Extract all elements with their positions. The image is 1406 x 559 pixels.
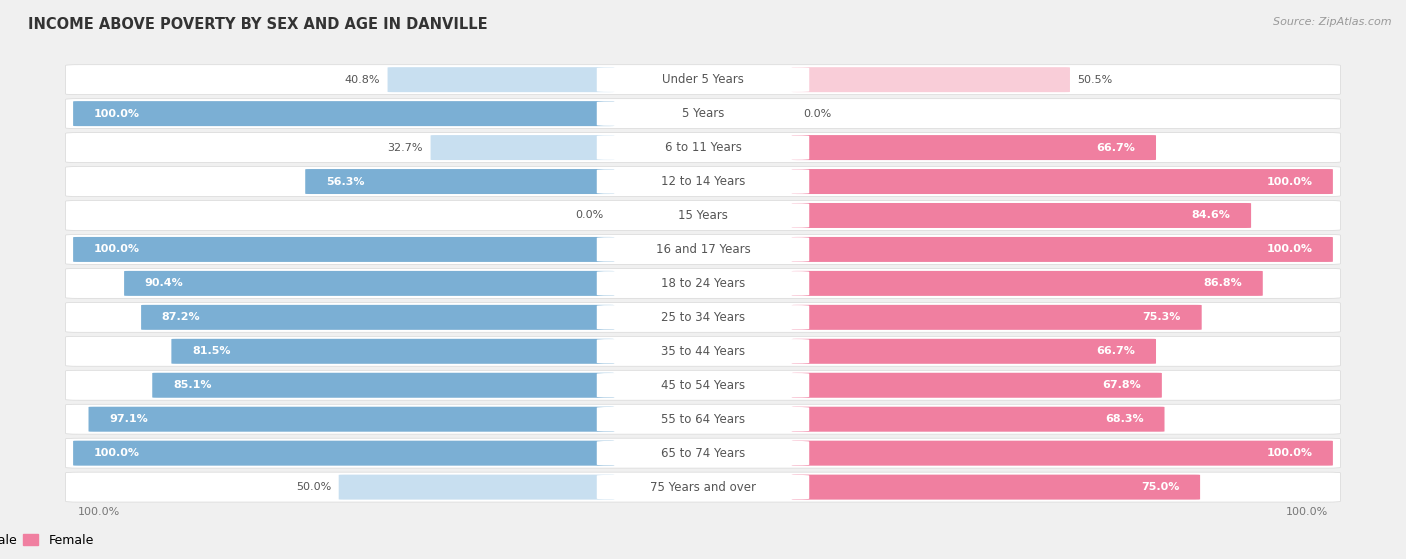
Text: 100.0%: 100.0% [1285, 506, 1327, 517]
FancyBboxPatch shape [596, 135, 810, 160]
FancyBboxPatch shape [66, 201, 1340, 230]
FancyBboxPatch shape [66, 99, 1340, 129]
Text: 67.8%: 67.8% [1102, 380, 1142, 390]
Text: 100.0%: 100.0% [1267, 177, 1312, 187]
FancyBboxPatch shape [66, 132, 1340, 163]
Text: 100.0%: 100.0% [1267, 448, 1312, 458]
FancyBboxPatch shape [66, 302, 1340, 332]
FancyBboxPatch shape [66, 438, 1340, 468]
Text: 100.0%: 100.0% [79, 506, 121, 517]
Text: 16 and 17 Years: 16 and 17 Years [655, 243, 751, 256]
FancyBboxPatch shape [66, 268, 1340, 299]
Text: 66.7%: 66.7% [1097, 143, 1136, 153]
FancyBboxPatch shape [596, 407, 810, 432]
FancyBboxPatch shape [152, 373, 614, 398]
FancyBboxPatch shape [792, 475, 1201, 500]
FancyBboxPatch shape [792, 203, 1251, 228]
FancyBboxPatch shape [792, 440, 1333, 466]
Text: 0.0%: 0.0% [803, 108, 831, 119]
Text: 81.5%: 81.5% [193, 346, 231, 356]
FancyBboxPatch shape [339, 475, 614, 500]
FancyBboxPatch shape [305, 169, 614, 194]
Text: 75 Years and over: 75 Years and over [650, 481, 756, 494]
FancyBboxPatch shape [66, 472, 1340, 502]
FancyBboxPatch shape [792, 271, 1263, 296]
FancyBboxPatch shape [66, 234, 1340, 264]
FancyBboxPatch shape [73, 237, 614, 262]
Text: 40.8%: 40.8% [344, 75, 380, 84]
Text: 15 Years: 15 Years [678, 209, 728, 222]
Text: 90.4%: 90.4% [145, 278, 183, 288]
FancyBboxPatch shape [596, 271, 810, 296]
FancyBboxPatch shape [792, 237, 1333, 262]
FancyBboxPatch shape [596, 305, 810, 330]
FancyBboxPatch shape [792, 169, 1333, 194]
FancyBboxPatch shape [596, 237, 810, 262]
Text: 50.5%: 50.5% [1077, 75, 1112, 84]
Text: 100.0%: 100.0% [94, 448, 139, 458]
Text: 18 to 24 Years: 18 to 24 Years [661, 277, 745, 290]
FancyBboxPatch shape [596, 475, 810, 499]
FancyBboxPatch shape [792, 407, 1164, 432]
FancyBboxPatch shape [596, 339, 810, 363]
FancyBboxPatch shape [792, 67, 1070, 92]
Text: 97.1%: 97.1% [110, 414, 148, 424]
Text: 84.6%: 84.6% [1192, 211, 1230, 220]
Text: 100.0%: 100.0% [94, 244, 139, 254]
FancyBboxPatch shape [596, 441, 810, 466]
Text: 12 to 14 Years: 12 to 14 Years [661, 175, 745, 188]
Text: 35 to 44 Years: 35 to 44 Years [661, 345, 745, 358]
Text: 50.0%: 50.0% [295, 482, 332, 492]
FancyBboxPatch shape [792, 135, 1156, 160]
FancyBboxPatch shape [388, 67, 614, 92]
Text: Source: ZipAtlas.com: Source: ZipAtlas.com [1274, 17, 1392, 27]
Text: 45 to 54 Years: 45 to 54 Years [661, 379, 745, 392]
Text: 5 Years: 5 Years [682, 107, 724, 120]
FancyBboxPatch shape [73, 440, 614, 466]
FancyBboxPatch shape [596, 101, 810, 126]
FancyBboxPatch shape [596, 169, 810, 194]
FancyBboxPatch shape [172, 339, 614, 364]
FancyBboxPatch shape [66, 370, 1340, 400]
Text: 55 to 64 Years: 55 to 64 Years [661, 413, 745, 426]
Text: 75.0%: 75.0% [1142, 482, 1180, 492]
Text: 75.3%: 75.3% [1143, 312, 1181, 323]
Text: 68.3%: 68.3% [1105, 414, 1144, 424]
Text: 0.0%: 0.0% [575, 211, 603, 220]
Text: 25 to 34 Years: 25 to 34 Years [661, 311, 745, 324]
FancyBboxPatch shape [596, 203, 810, 228]
Text: 6 to 11 Years: 6 to 11 Years [665, 141, 741, 154]
Text: Under 5 Years: Under 5 Years [662, 73, 744, 86]
Text: 32.7%: 32.7% [388, 143, 423, 153]
FancyBboxPatch shape [792, 305, 1202, 330]
Text: 66.7%: 66.7% [1097, 346, 1136, 356]
FancyBboxPatch shape [66, 404, 1340, 434]
Text: 100.0%: 100.0% [1267, 244, 1312, 254]
Text: 86.8%: 86.8% [1204, 278, 1241, 288]
FancyBboxPatch shape [66, 65, 1340, 94]
Text: 100.0%: 100.0% [94, 108, 139, 119]
FancyBboxPatch shape [430, 135, 614, 160]
Legend: Male, Female: Male, Female [0, 534, 94, 547]
FancyBboxPatch shape [141, 305, 614, 330]
FancyBboxPatch shape [596, 68, 810, 92]
FancyBboxPatch shape [66, 337, 1340, 366]
FancyBboxPatch shape [124, 271, 614, 296]
Text: 56.3%: 56.3% [326, 177, 364, 187]
Text: 85.1%: 85.1% [173, 380, 211, 390]
FancyBboxPatch shape [792, 339, 1156, 364]
FancyBboxPatch shape [596, 373, 810, 397]
FancyBboxPatch shape [73, 101, 614, 126]
Text: 65 to 74 Years: 65 to 74 Years [661, 447, 745, 459]
FancyBboxPatch shape [792, 373, 1161, 398]
Text: INCOME ABOVE POVERTY BY SEX AND AGE IN DANVILLE: INCOME ABOVE POVERTY BY SEX AND AGE IN D… [28, 17, 488, 32]
Text: 87.2%: 87.2% [162, 312, 200, 323]
FancyBboxPatch shape [66, 167, 1340, 196]
FancyBboxPatch shape [89, 407, 614, 432]
